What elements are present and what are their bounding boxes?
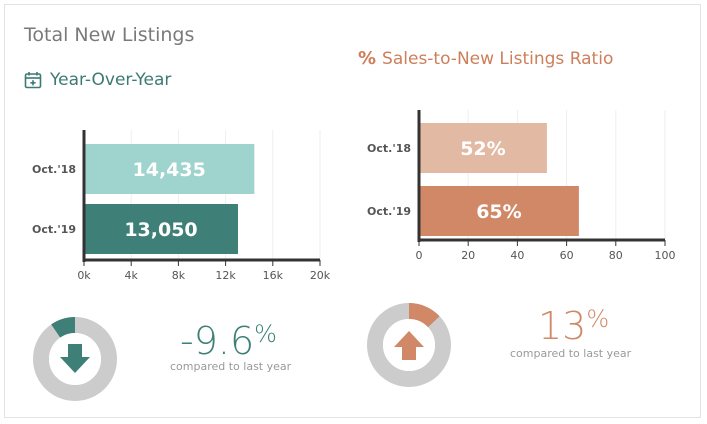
ratio-change-caption: compared to last year (510, 347, 632, 360)
listings-change-caption: compared to last year (170, 360, 292, 373)
ratio-change-unit: % (586, 305, 610, 333)
yoy-text: Year-Over-Year (50, 70, 172, 90)
bar (84, 204, 238, 254)
x-tick-label: 20 (461, 249, 475, 262)
arrow-down-icon (60, 344, 90, 373)
x-tick-label: 60 (560, 249, 574, 262)
x-tick-label: 80 (609, 249, 623, 262)
x-tick-label: 12k (215, 269, 236, 282)
ratio-title-text: Sales-to-New Listings Ratio (382, 48, 614, 69)
category-label: Oct.'19 (32, 223, 76, 236)
x-tick-label: 0k (77, 269, 91, 282)
ratio-bar-chart: 52% Oct.'18 65% Oct.'19 0 20 40 60 80 100 (367, 110, 676, 262)
listings-change-number: -9.6 (180, 319, 255, 363)
category-label: Oct.'18 (32, 163, 76, 176)
listings-change-value: -9.6% (180, 322, 277, 360)
x-tick-label: 100 (655, 249, 676, 262)
category-label: Oct.'18 (367, 142, 411, 155)
donut-segment (51, 317, 75, 338)
listings-change-unit: % (254, 320, 277, 348)
x-tick-label: 0 (416, 249, 423, 262)
listings-bar-chart: 14,435 Oct.'18 13,050 Oct.'19 0k 4k 8k 12k 16k 20… (32, 130, 331, 282)
category-label: Oct.'19 (367, 205, 411, 218)
x-tick-label: 16k (263, 269, 284, 282)
x-tick-label: 8k (172, 269, 186, 282)
listings-change-donut (33, 317, 117, 401)
calendar-icon (24, 72, 42, 89)
bar-value-label: 14,435 (133, 159, 206, 181)
ratio-change-donut (367, 303, 451, 387)
percent-icon: % (358, 48, 377, 69)
bar (84, 144, 255, 194)
ratio-change-number: 13 (538, 304, 587, 348)
yoy-label: Year-Over-Year (24, 70, 171, 90)
x-tick-label: 4k (125, 269, 139, 282)
bar (419, 123, 547, 173)
page-title: Total New Listings (24, 24, 195, 46)
ratio-title: % Sales-to-New Listings Ratio (358, 48, 613, 69)
x-tick-label: 20k (310, 269, 331, 282)
arrow-up-icon (394, 331, 424, 360)
ratio-change-value: 13% (538, 307, 609, 345)
donut-segment (409, 303, 440, 328)
bar-value-label: 52% (460, 138, 505, 160)
bar-value-label: 13,050 (124, 219, 197, 241)
bar (419, 186, 579, 236)
bar-value-label: 65% (476, 201, 521, 223)
x-tick-label: 40 (510, 249, 524, 262)
